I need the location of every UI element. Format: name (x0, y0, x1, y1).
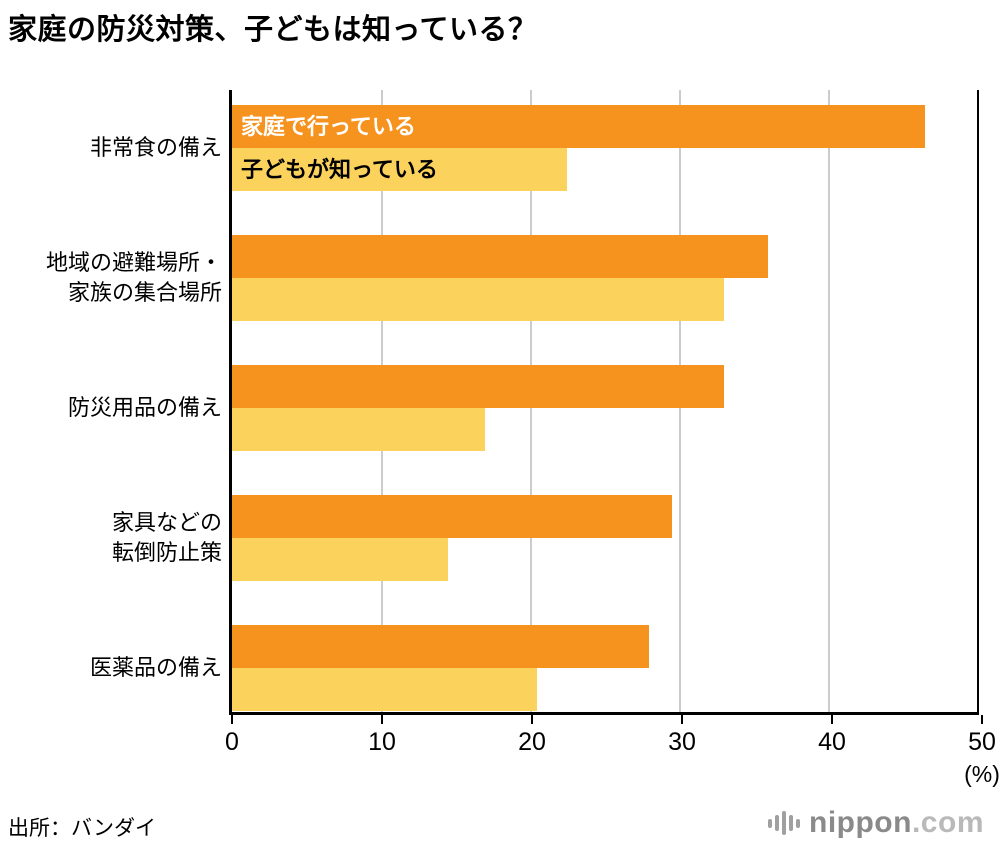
category-label-emergency-food: 非常食の備え (89, 135, 222, 160)
gridline-40 (828, 90, 830, 712)
bar-group-disaster-supplies (232, 365, 977, 451)
logo-text: nippon.com (809, 806, 984, 840)
bar-done-at-home: 家庭で行っている (232, 105, 925, 148)
tick-label-0: 0 (225, 728, 239, 756)
tick-20 (531, 715, 533, 724)
x-axis: 0 10 20 30 40 50 (%) (225, 715, 1000, 795)
tick-40 (831, 715, 833, 724)
axis-unit-label: (%) (964, 761, 1000, 787)
tick-0 (231, 715, 233, 724)
soundwave-icon (768, 808, 800, 838)
bar-group-furniture-anchoring (232, 495, 977, 581)
source-text: 出所：バンダイ (8, 817, 157, 840)
category-label-medicine: 医薬品の備え (89, 655, 222, 680)
plot-area: 家庭で行っている 子どもが知っている (229, 90, 979, 715)
bar-done-at-home (232, 495, 672, 538)
bar-group-medicine (232, 625, 977, 711)
tick-label-20: 20 (518, 728, 546, 756)
bar-child-knows (232, 408, 486, 451)
category-label-evacuation-site: 地域の避難場所・ 家族の集合場所 (45, 250, 222, 305)
bar-group-evacuation-site (232, 235, 977, 321)
category-label-furniture-anchoring: 家具などの 転倒防止策 (111, 510, 222, 565)
tick-50 (981, 715, 983, 724)
category-labels: 非常食の備え 地域の避難場所・ 家族の集合場所 防災用品の備え 家具などの 転倒… (0, 90, 222, 711)
chart-title: 家庭の防災対策、子どもは知っている？ (8, 14, 538, 46)
bar-done-at-home (232, 235, 769, 278)
tick-10 (381, 715, 383, 724)
bar-child-knows: 子どもが知っている (232, 148, 568, 191)
legend-child-knows: 子どもが知っている (241, 157, 438, 182)
tick-label-30: 30 (668, 728, 696, 756)
tick-label-50: 50 (968, 728, 996, 756)
bar-child-knows (232, 278, 724, 321)
category-label-disaster-supplies: 防災用品の備え (67, 395, 222, 420)
tick-label-10: 10 (368, 728, 396, 756)
bar-group-emergency-food: 家庭で行っている 子どもが知っている (232, 105, 977, 191)
legend-done-at-home: 家庭で行っている (241, 114, 416, 139)
bar-done-at-home (232, 625, 650, 668)
tick-label-40: 40 (818, 728, 846, 756)
logo-name: nippon (809, 806, 912, 839)
logo-tld: .com (911, 806, 984, 839)
bar-child-knows (232, 538, 449, 581)
bar-child-knows (232, 668, 538, 711)
tick-30 (681, 715, 683, 724)
nippon-logo: nippon.com (768, 806, 984, 840)
bar-done-at-home (232, 365, 724, 408)
